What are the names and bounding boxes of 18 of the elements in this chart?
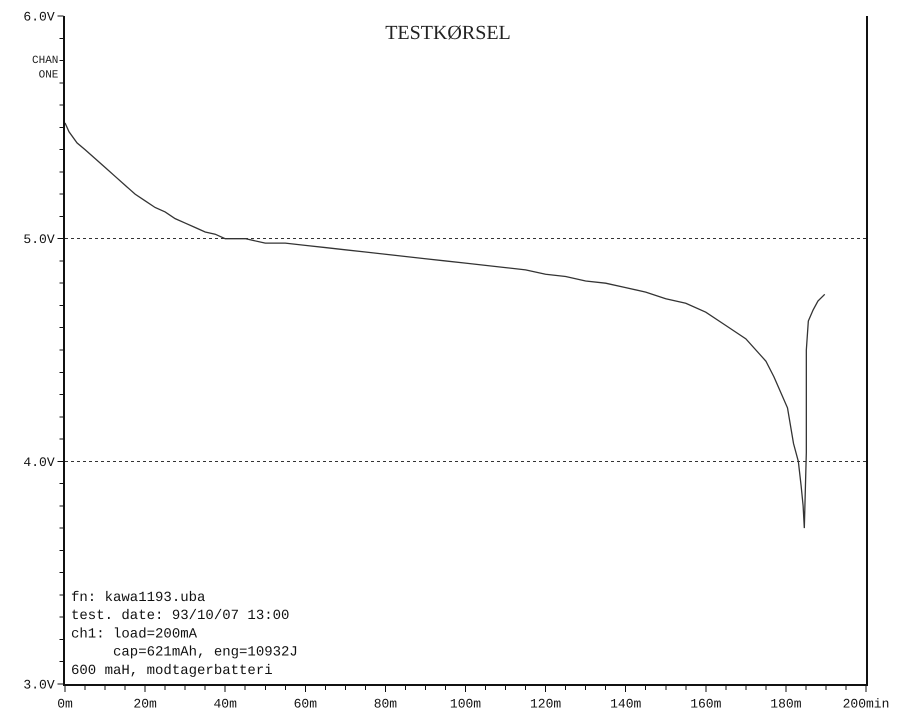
x-tick-label: 120m (530, 696, 562, 712)
y-tick-label: 3.0V (23, 678, 55, 693)
x-tick-label: 160m (690, 696, 722, 712)
y-tick-label: 5.0V (23, 232, 55, 248)
y-tick-label: 4.0V (23, 454, 55, 470)
x-tick-label: 200min (842, 696, 890, 712)
y-tick-label: 6.0V (23, 10, 55, 25)
text: CHAN ONE (32, 55, 59, 82)
x-tick-label: 0m (57, 696, 73, 712)
x-tick-label: 80m (374, 696, 398, 712)
annotation: fn: kawa1193.uba test. date: 93/10/07 13:00 ch1: load=200mA cap=621mAh, eng=10932J 600 maH, modtagerbatteri (71, 590, 298, 679)
x-tick-label: 60m (294, 696, 318, 712)
x-tick-label: 40m (213, 696, 238, 712)
x-tick-label: 180m (770, 696, 802, 712)
x-tick-label: 140m (610, 696, 642, 712)
x-tick-label: 20m (133, 696, 157, 712)
x-tick-label: 100m (450, 696, 482, 712)
chart-title: TESTKØRSEL (385, 22, 511, 44)
